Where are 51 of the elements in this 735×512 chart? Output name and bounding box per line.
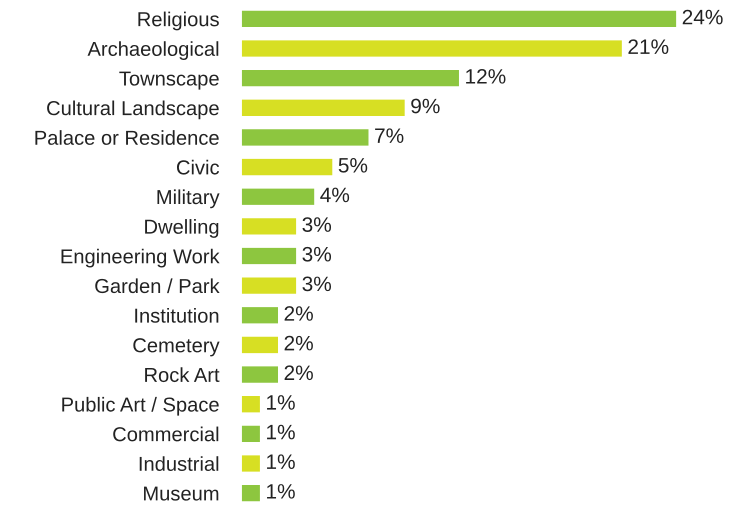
data-label: 3% xyxy=(302,217,332,232)
bar xyxy=(242,366,278,383)
bar xyxy=(242,188,314,205)
y-tick-label: Archaeological xyxy=(88,41,218,60)
y-tick-label: Cemetery xyxy=(133,338,220,356)
y-tick-label: Military xyxy=(157,189,220,208)
y-tick-label: Public Art / Space xyxy=(62,396,219,416)
y-tick-label: Palace or Residence xyxy=(35,130,219,145)
data-label: 21% xyxy=(628,39,668,54)
y-tick-label: Townscape xyxy=(119,72,219,90)
data-label: 1% xyxy=(267,424,295,440)
y-tick-label: Rock Art xyxy=(145,367,220,382)
y-tick-label: Cultural Landscape xyxy=(47,100,219,120)
data-label: 7% xyxy=(375,128,404,143)
y-tick-label: Commercial xyxy=(113,426,218,442)
data-label: 2% xyxy=(284,365,313,380)
data-label: 3% xyxy=(302,276,332,292)
bar xyxy=(242,70,459,86)
data-label: 24% xyxy=(682,10,723,24)
y-tick-label: Civic xyxy=(176,160,220,175)
data-label: 1% xyxy=(267,395,295,410)
bar xyxy=(242,455,260,472)
bar xyxy=(242,158,332,176)
bar xyxy=(242,248,296,264)
data-label: 3% xyxy=(302,246,332,262)
y-tick-label: Industrial xyxy=(140,456,218,471)
bar xyxy=(242,484,260,502)
bar xyxy=(242,218,296,235)
bar xyxy=(242,307,278,324)
y-tick-label: Garden / Park xyxy=(95,278,220,294)
y-tick-label: Dwelling xyxy=(145,219,218,238)
bar xyxy=(242,100,405,116)
bar xyxy=(242,10,676,28)
y-tick-label: Institution xyxy=(135,308,218,323)
bar xyxy=(242,129,368,146)
bar xyxy=(242,396,260,412)
bar xyxy=(242,40,622,57)
data-label: 2% xyxy=(284,306,313,321)
data-label: 4% xyxy=(320,188,350,202)
data-label: 1% xyxy=(267,454,295,470)
bar xyxy=(242,336,278,354)
bar xyxy=(242,277,296,294)
y-tick-label: Engineering Work xyxy=(62,248,220,268)
data-label: 5% xyxy=(338,158,368,173)
y-tick-label: Religious xyxy=(138,12,219,30)
data-label: 12% xyxy=(466,68,506,84)
bar xyxy=(242,426,260,442)
y-tick-label: Museum xyxy=(144,486,218,501)
data-label: 1% xyxy=(267,484,295,499)
data-label: 9% xyxy=(411,98,440,114)
data-label: 2% xyxy=(284,336,313,350)
